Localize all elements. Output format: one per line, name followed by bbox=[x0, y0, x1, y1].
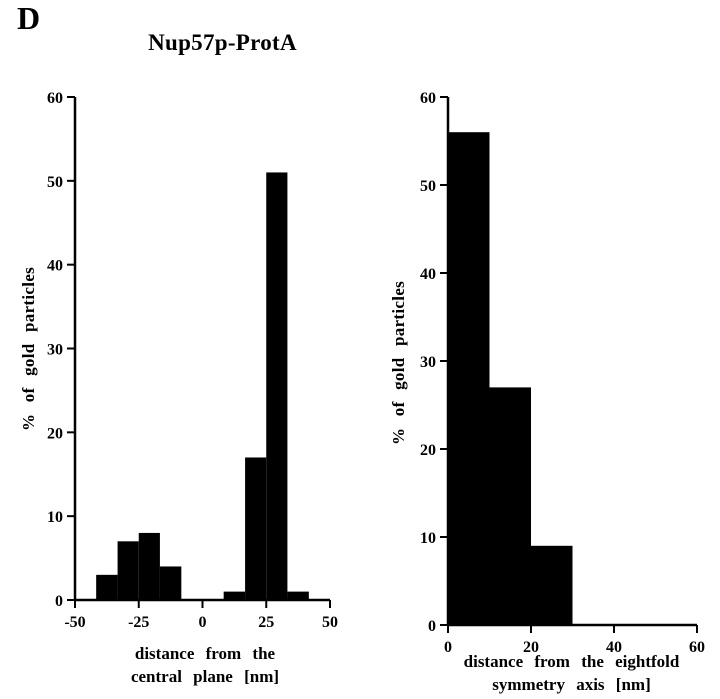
y-tick-label: 50 bbox=[47, 174, 63, 191]
right-histogram-plot: 0 10 20 30 40 50 60 0 20 40 60 bbox=[420, 90, 705, 656]
histogram-bar bbox=[159, 566, 182, 600]
y-tick-label: 0 bbox=[428, 618, 436, 635]
histogram-bar bbox=[96, 574, 118, 600]
left-chart-x-axis-label: distance from the central plane [nm] bbox=[70, 642, 340, 688]
y-tick-label: 20 bbox=[47, 425, 63, 442]
y-tick-label: 60 bbox=[47, 90, 63, 107]
y-tick-label: 20 bbox=[420, 442, 436, 459]
left-x-axis-label-line2: central plane [nm] bbox=[130, 667, 280, 686]
right-x-axis-label-line2: symmetry axis [nm] bbox=[492, 675, 651, 694]
figure-title: Nup57p-ProtA bbox=[148, 30, 297, 55]
x-tick-label: -25 bbox=[128, 614, 149, 631]
right-x-axis-label-line1: distance from the eightfold bbox=[463, 652, 680, 671]
y-tick-label: 50 bbox=[420, 178, 436, 195]
y-tick-label: 30 bbox=[420, 354, 436, 371]
left-x-axis-label-line1: distance from the bbox=[134, 644, 276, 663]
histogram-bar bbox=[489, 387, 531, 625]
histogram-bar bbox=[531, 545, 573, 625]
y-tick-label: 10 bbox=[47, 509, 63, 526]
y-tick-label: 60 bbox=[420, 90, 436, 107]
x-tick-label: 60 bbox=[689, 639, 705, 656]
x-tick-label: 0 bbox=[199, 614, 207, 631]
x-tick-label: 0 bbox=[444, 639, 452, 656]
histogram-bar bbox=[266, 172, 288, 600]
x-tick-label: 50 bbox=[322, 614, 338, 631]
y-tick-label: 40 bbox=[420, 266, 436, 283]
y-tick-label: 10 bbox=[420, 530, 436, 547]
y-tick-label: 40 bbox=[47, 258, 63, 275]
right-chart-x-axis-label: distance from the eightfold symmetry axi… bbox=[423, 650, 720, 696]
histogram-bar bbox=[223, 591, 246, 600]
histogram-bar bbox=[287, 591, 309, 600]
left-histogram-plot: 0 10 20 30 40 50 60 -50 -25 0 25 50 bbox=[47, 90, 338, 631]
histogram-bar bbox=[138, 532, 160, 600]
histogram-bar bbox=[245, 457, 267, 600]
y-tick-label: 0 bbox=[55, 593, 63, 610]
x-tick-label: 25 bbox=[258, 614, 274, 631]
x-tick-label: 20 bbox=[523, 639, 539, 656]
x-tick-label: 40 bbox=[606, 639, 622, 656]
x-tick-label: -50 bbox=[64, 614, 85, 631]
histogram-bar bbox=[117, 541, 139, 600]
panel-label: D bbox=[17, 0, 41, 36]
y-tick-label: 30 bbox=[47, 342, 63, 359]
histogram-bar bbox=[448, 132, 490, 625]
